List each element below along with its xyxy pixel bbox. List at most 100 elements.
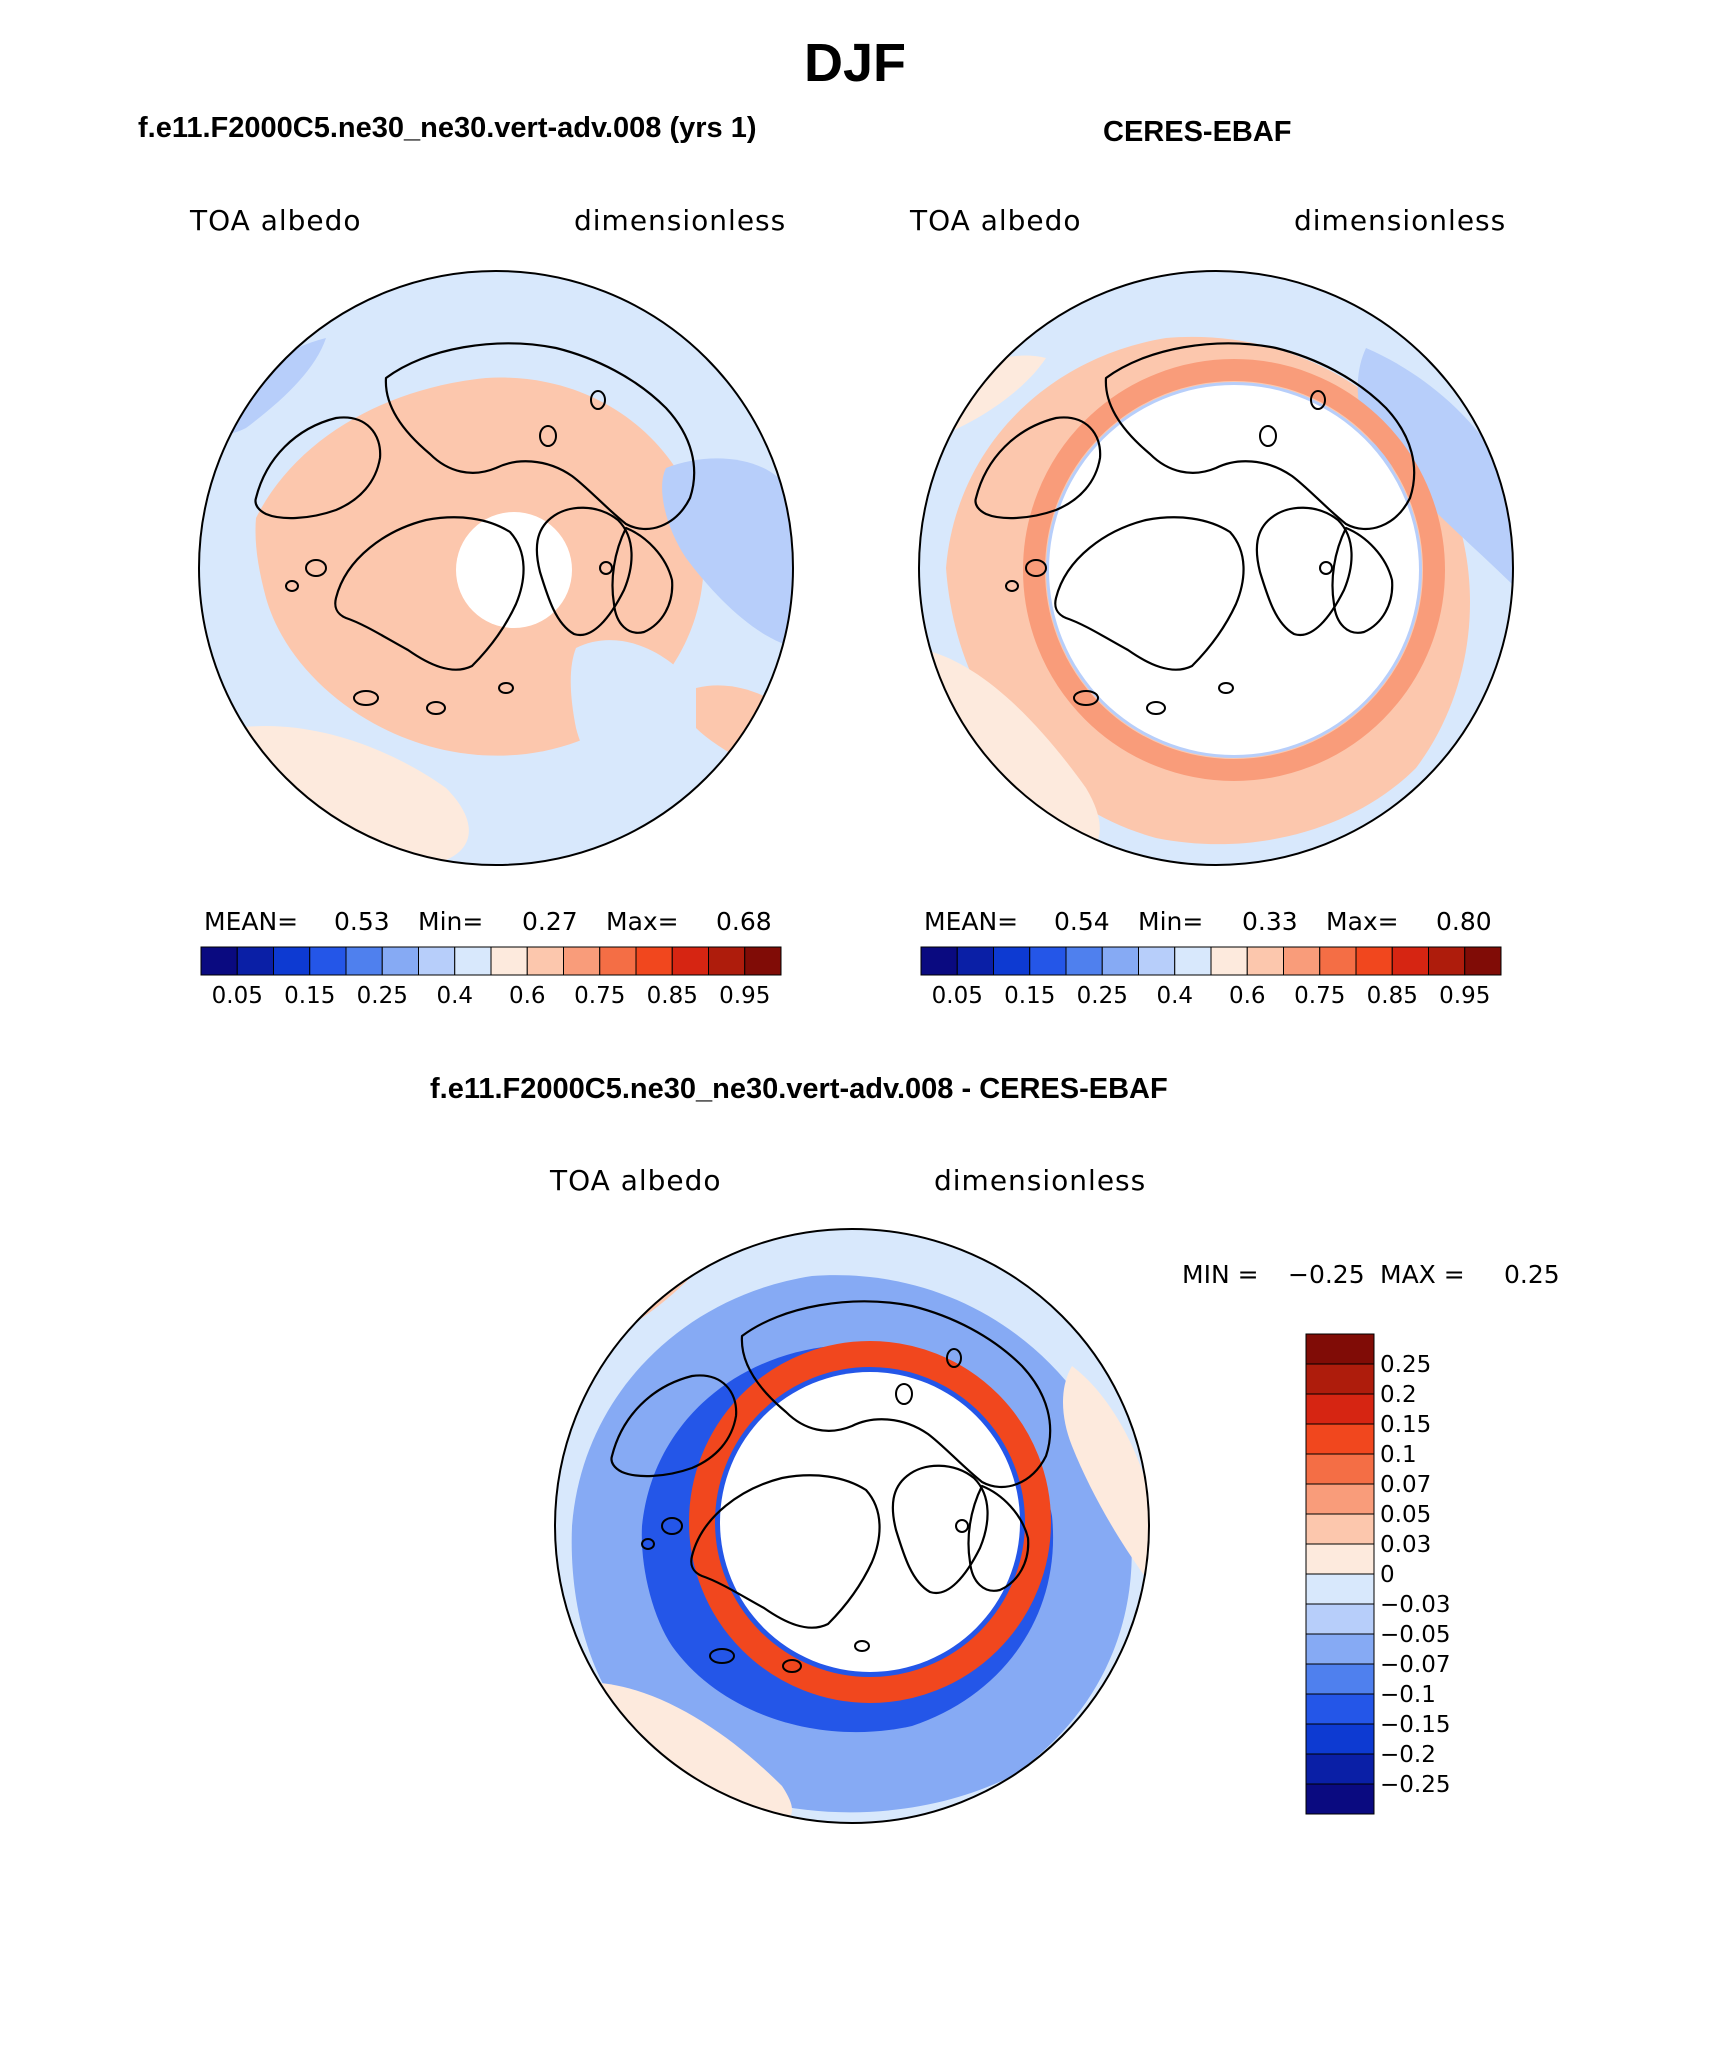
panel1-colorbar-bin: [309, 946, 347, 976]
panel3-title: f.e11.F2000C5.ne30_ne30.vert-adv.008 - C…: [430, 1073, 1168, 1105]
panel3-colorbar-bin: [1305, 1723, 1375, 1755]
panel3-colorbar-tick: −0.2: [1380, 1742, 1436, 1768]
panel3-coastline: [690, 1474, 881, 1629]
panel2-colorbar-tick: 0.25: [1077, 983, 1128, 1009]
panel2-max-value: 0.80: [1436, 907, 1492, 936]
panel1-field-region: [570, 640, 704, 790]
panel2-island: [1073, 690, 1099, 706]
panel1-island: [590, 390, 606, 410]
panel2-colorbar-tick: 0.75: [1294, 983, 1345, 1009]
panel3-colorbar-tick: −0.25: [1380, 1772, 1450, 1798]
panel3-colorbar-bin: [1305, 1753, 1375, 1785]
panel3-colorbar-bin: [1305, 1393, 1375, 1425]
panel3-colorbar-bin: [1305, 1663, 1375, 1695]
panel2-colorbar-bin: [1174, 946, 1212, 976]
panel3-colorbar-tick: 0.15: [1380, 1412, 1431, 1438]
panel3-ring-band: [689, 1341, 1051, 1703]
panel1-coastline: [334, 516, 525, 671]
panel1-field-region: [662, 458, 793, 648]
panel3-colorbar-tick: 0.03: [1380, 1532, 1431, 1558]
panel3-map: [554, 1228, 1150, 1824]
panel2-min-value: 0.33: [1242, 907, 1298, 936]
panel2-missing-cap: [1049, 385, 1419, 755]
panel1-colorbar-bin: [526, 946, 564, 976]
panel3-left-label: TOA albedo: [550, 1164, 722, 1197]
panel2-colorbar-tick: 0.6: [1229, 983, 1266, 1009]
panel3-colorbar-tick: 0.07: [1380, 1472, 1431, 1498]
panel1-colorbar-tick: 0.85: [647, 983, 698, 1009]
panel3-island: [895, 1383, 913, 1405]
panel1-right-label: dimensionless: [574, 204, 787, 237]
panel1-coastline: [254, 416, 382, 520]
panel3-colorbar-bin: [1305, 1483, 1375, 1515]
panel3-colorbar-tick: 0.2: [1380, 1382, 1417, 1408]
panel1-colorbar-tick: 0.4: [436, 983, 473, 1009]
panel2-colorbar-bin: [1029, 946, 1067, 976]
panel1-mean-value: 0.53: [334, 907, 390, 936]
panel3-missing-cap: [720, 1372, 1020, 1672]
panel2-coastline: [1104, 342, 1416, 531]
panel2-coastline: [974, 416, 1102, 520]
panel1-coastline: [384, 342, 696, 531]
panel2-colorbar-bin: [1210, 946, 1248, 976]
panel3-island: [661, 1517, 683, 1535]
panel3-colorbar-bin: [1305, 1423, 1375, 1455]
panel1-colorbar-tick: 0.05: [212, 983, 263, 1009]
panel2-colorbar-bin: [920, 946, 958, 976]
panel1-colorbar-bin: [490, 946, 528, 976]
panel3-colorbar-bin: [1305, 1543, 1375, 1575]
panel2-coastline: [1255, 506, 1353, 637]
panel3-colorbar-tick: −0.1: [1380, 1682, 1436, 1708]
panel2-colorbar-bin: [1283, 946, 1321, 976]
panel3-colorbar-bin: [1305, 1783, 1375, 1815]
panel3-max-value: 0.25: [1504, 1260, 1560, 1289]
panel3-island: [709, 1648, 735, 1664]
panel3-field-region: [1063, 1366, 1149, 1586]
panel1-colorbar-tick: 0.75: [574, 983, 625, 1009]
panel1-map-border: [198, 270, 794, 866]
panel2-field-region: [1357, 348, 1513, 588]
panel2-coastline: [1331, 526, 1394, 634]
panel3-island: [641, 1538, 655, 1550]
panel1-island: [353, 690, 379, 706]
panel2-colorbar-bin: [1464, 946, 1502, 976]
panel3-colorbar-tick: 0.25: [1380, 1352, 1431, 1378]
panel2-island: [1259, 425, 1277, 447]
panel3-map-border: [554, 1228, 1150, 1824]
panel1-colorbar-bin: [418, 946, 456, 976]
panel1-max-value: 0.68: [716, 907, 772, 936]
panel3-colorbar-tick: 0.05: [1380, 1502, 1431, 1528]
panel2-colorbar-tick: 0.05: [932, 983, 983, 1009]
panel1-min-label: Min=: [418, 907, 484, 936]
panel1-title: f.e11.F2000C5.ne30_ne30.vert-adv.008 (yr…: [138, 112, 757, 144]
panel2-colorbar-tick: 0.15: [1004, 983, 1055, 1009]
panel3-island: [854, 1640, 870, 1652]
panel1-coastline: [535, 506, 633, 637]
panel2-max-label: Max=: [1326, 907, 1399, 936]
panel2-right-label: dimensionless: [1294, 204, 1507, 237]
panel1-colorbar-bin: [381, 946, 419, 976]
panel3-coastline: [740, 1300, 1052, 1489]
panel3-island: [955, 1519, 969, 1533]
panel1-left-label: TOA albedo: [190, 204, 362, 237]
panel3-colorbar: 0.25 0.2 0.15 0.1 0.07 0.05 0.03 0 −0.03 −0.05 −0.…: [1305, 1333, 1450, 1815]
panel1-colorbar-bin: [273, 946, 311, 976]
panel1-colorbar-bin: [454, 946, 492, 976]
panel2-colorbar-bin: [993, 946, 1031, 976]
panel3-colorbar-bin: [1305, 1513, 1375, 1545]
panel1-colorbar-tick: 0.15: [284, 983, 335, 1009]
panel3-colorbar-tick: 0: [1380, 1562, 1395, 1588]
panel3-colorbar-tick: −0.07: [1380, 1652, 1450, 1678]
panel3-island: [946, 1348, 962, 1368]
panel2-map: [918, 270, 1514, 866]
panel2-island: [1319, 561, 1333, 575]
main-title: DJF: [803, 33, 906, 93]
panel3-colorbar-bin: [1305, 1573, 1375, 1605]
panel2-island: [1146, 701, 1166, 715]
panel1-colorbar-bin: [345, 946, 383, 976]
panel2-island: [1025, 559, 1047, 577]
panel1-island: [498, 682, 514, 694]
panel3-colorbar-tick: −0.15: [1380, 1712, 1450, 1738]
panel3-coastline: [967, 1484, 1030, 1592]
panel2-min-label: Min=: [1138, 907, 1204, 936]
